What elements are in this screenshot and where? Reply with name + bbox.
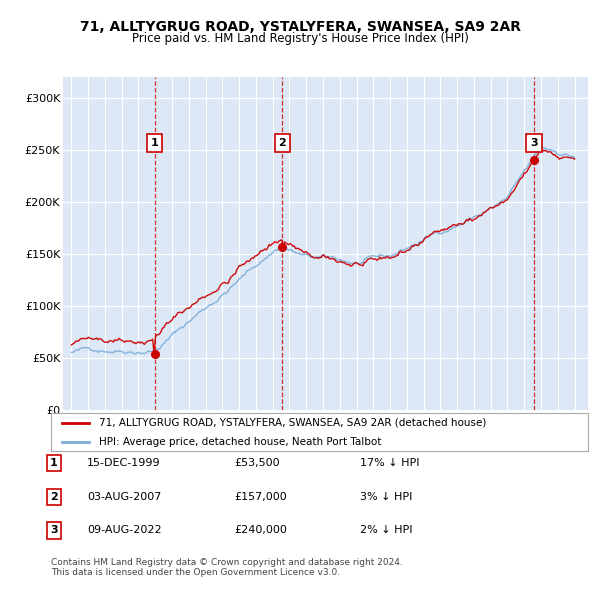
Text: 3: 3 xyxy=(530,139,538,148)
Text: Contains HM Land Registry data © Crown copyright and database right 2024.
This d: Contains HM Land Registry data © Crown c… xyxy=(51,558,403,577)
Text: 1: 1 xyxy=(50,458,58,468)
Text: £53,500: £53,500 xyxy=(234,458,280,468)
Text: 03-AUG-2007: 03-AUG-2007 xyxy=(87,492,161,502)
Text: 09-AUG-2022: 09-AUG-2022 xyxy=(87,526,161,535)
Text: 17% ↓ HPI: 17% ↓ HPI xyxy=(360,458,419,468)
Text: £240,000: £240,000 xyxy=(234,526,287,535)
Text: 71, ALLTYGRUG ROAD, YSTALYFERA, SWANSEA, SA9 2AR: 71, ALLTYGRUG ROAD, YSTALYFERA, SWANSEA,… xyxy=(79,19,521,34)
Text: 3% ↓ HPI: 3% ↓ HPI xyxy=(360,492,412,502)
Text: 15-DEC-1999: 15-DEC-1999 xyxy=(87,458,161,468)
Text: HPI: Average price, detached house, Neath Port Talbot: HPI: Average price, detached house, Neat… xyxy=(100,437,382,447)
Text: Price paid vs. HM Land Registry's House Price Index (HPI): Price paid vs. HM Land Registry's House … xyxy=(131,32,469,45)
Text: 2: 2 xyxy=(50,492,58,502)
Text: 71, ALLTYGRUG ROAD, YSTALYFERA, SWANSEA, SA9 2AR (detached house): 71, ALLTYGRUG ROAD, YSTALYFERA, SWANSEA,… xyxy=(100,418,487,428)
Text: 2: 2 xyxy=(278,139,286,148)
Text: 1: 1 xyxy=(151,139,158,148)
Text: £157,000: £157,000 xyxy=(234,492,287,502)
Text: 3: 3 xyxy=(50,526,58,535)
Text: 2% ↓ HPI: 2% ↓ HPI xyxy=(360,526,413,535)
